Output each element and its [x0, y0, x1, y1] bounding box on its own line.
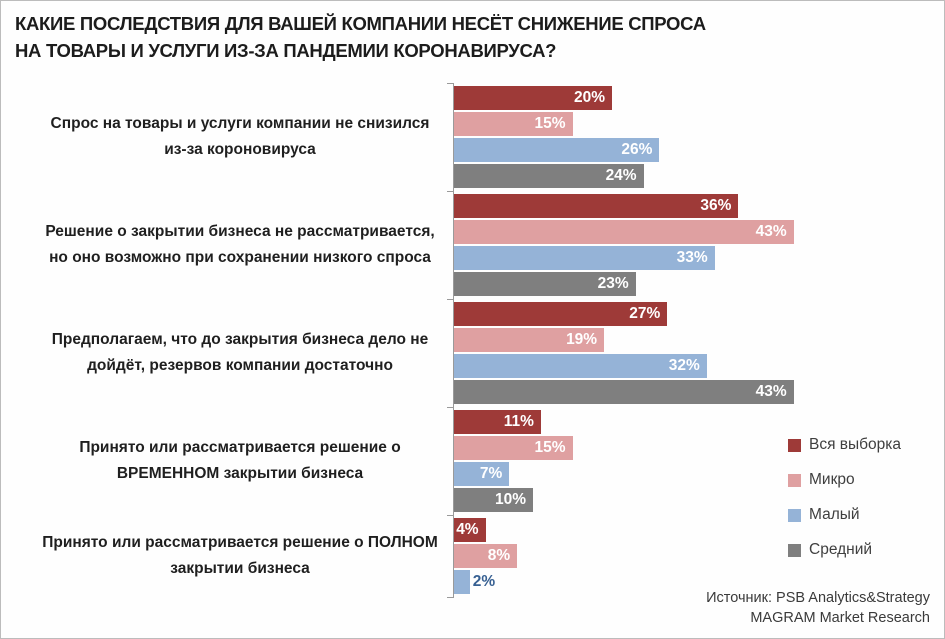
bar-row: 19%: [454, 327, 934, 353]
bar-value-label: 43%: [755, 383, 787, 400]
legend-item: Вся выборка: [788, 437, 901, 453]
bar-row: 15%: [454, 111, 934, 137]
bar-group: 36% 43% 33% 23%: [454, 191, 934, 299]
bar-value-label: 27%: [629, 305, 661, 322]
legend: Вся выборка Микро Малый Средний: [788, 437, 901, 577]
bar-group: 27% 19% 32% 43%: [454, 299, 934, 407]
bar-value-label: 26%: [621, 141, 653, 158]
legend-label: Микро: [809, 471, 855, 488]
bar-row: 33%: [454, 245, 934, 271]
bar-value-label: 24%: [605, 167, 637, 184]
bar-value-label: 15%: [534, 439, 566, 456]
bar-row: 10%: [454, 487, 934, 513]
legend-swatch-icon: [788, 438, 801, 452]
chart-title-line-1: КАКИЕ ПОСЛЕДСТВИЯ ДЛЯ ВАШЕЙ КОМПАНИИ НЕС…: [15, 13, 706, 34]
bar-Вся выборка: 11%: [454, 410, 541, 434]
bar-group: 20% 15% 26% 24%: [454, 83, 934, 191]
bar-Вся выборка: 20%: [454, 86, 612, 110]
bar-row: 20%: [454, 85, 934, 111]
source-line-2: MAGRAM Market Research: [750, 610, 930, 626]
bar-value-label: 23%: [597, 275, 629, 292]
legend-item: Микро: [788, 472, 901, 488]
bar-value-label: 43%: [755, 223, 787, 240]
source-line-1: Источник: PSB Analytics&Strategy: [706, 590, 930, 606]
bar-row: 23%: [454, 271, 934, 297]
bar-Вся выборка: 27%: [454, 302, 668, 326]
bar-Вся выборка: 36%: [454, 194, 739, 218]
bar-Малый: 33%: [454, 246, 715, 270]
source-note: Источник: PSB Analytics&Strategy MAGRAM …: [706, 588, 930, 628]
bar-value-label: 8%: [487, 547, 511, 564]
bar-row: 2%: [454, 569, 934, 595]
category-label: Предполагаем, что до закрытия бизнеса де…: [51, 331, 429, 374]
bar-Средний: 23%: [454, 272, 636, 296]
bar-value-label: 32%: [668, 357, 700, 374]
bar-Малый: 26%: [454, 138, 660, 162]
category-label: Принято или рассматривается решение о ВР…: [79, 439, 401, 482]
bar-Микро: 43%: [454, 220, 794, 244]
category-label: Решение о закрытии бизнеса не рассматрив…: [45, 223, 435, 266]
legend-label: Вся выборка: [809, 436, 902, 453]
bar-value-label: 11%: [503, 413, 534, 430]
bar-Средний: 10%: [454, 488, 533, 512]
bar-row: 43%: [454, 379, 934, 405]
bar-Микро: 8%: [454, 544, 518, 568]
bar-value-label: 15%: [534, 115, 566, 132]
legend-swatch-icon: [788, 543, 801, 557]
category-label: Принято или рассматривается решение о ПО…: [42, 534, 438, 577]
category-label: Спрос на товары и услуги компании не сни…: [50, 115, 430, 158]
axis-tick: [447, 407, 454, 408]
chart-title: КАКИЕ ПОСЛЕДСТВИЯ ДЛЯ ВАШЕЙ КОМПАНИИ НЕС…: [15, 10, 775, 64]
bar-value-label: 19%: [566, 331, 598, 348]
bar-Малый: [454, 570, 470, 594]
bar-value-label: 36%: [700, 197, 732, 214]
bar-value-label: 33%: [676, 249, 708, 266]
bar-row: 36%: [454, 193, 934, 219]
legend-swatch-icon: [788, 473, 801, 487]
legend-item: Средний: [788, 542, 901, 558]
bar-value-label: 10%: [494, 491, 526, 508]
bar-Вся выборка: 4%: [454, 518, 486, 542]
bar-Микро: 19%: [454, 328, 605, 352]
bar-row: 43%: [454, 219, 934, 245]
axis-tick: [447, 597, 454, 598]
bar-value-label: 4%: [456, 521, 479, 538]
bar-value-label: 2%: [472, 573, 496, 590]
bar-row: 11%: [454, 409, 934, 435]
axis-tick: [447, 299, 454, 300]
axis-tick: [447, 83, 454, 84]
bar-row: 4%: [454, 517, 934, 543]
bar-row: 8%: [454, 543, 934, 569]
bar-group: 4% 8% 2%: [454, 515, 934, 597]
bar-Малый: 7%: [454, 462, 510, 486]
axis-tick: [447, 191, 454, 192]
axis-tick: [447, 515, 454, 516]
bar-row: 24%: [454, 163, 934, 189]
category-labels-column: Спрос на товары и услуги компании не сни…: [1, 83, 453, 597]
bar-Средний: 24%: [454, 164, 644, 188]
legend-swatch-icon: [788, 508, 801, 522]
bar-row: 26%: [454, 137, 934, 163]
legend-label: Средний: [809, 541, 873, 558]
bar-row: 27%: [454, 301, 934, 327]
bar-group: 11% 15% 7% 10%: [454, 407, 934, 515]
bar-row: 32%: [454, 353, 934, 379]
bar-Средний: 43%: [454, 380, 794, 404]
bar-Микро: 15%: [454, 112, 573, 136]
plot-area: 20% 15% 26% 24% 36% 43% 33% 23% 27% 19% 32% 43% 11% 1…: [447, 83, 934, 598]
bar-Малый: 32%: [454, 354, 707, 378]
legend-label: Малый: [809, 506, 860, 523]
bar-row: 7%: [454, 461, 934, 487]
bar-Микро: 15%: [454, 436, 573, 460]
chart-title-line-2: НА ТОВАРЫ И УСЛУГИ ИЗ-ЗА ПАНДЕМИИ КОРОНА…: [15, 40, 557, 61]
bar-row: 15%: [454, 435, 934, 461]
bar-value-label: 20%: [573, 89, 605, 106]
bar-value-label: 7%: [479, 465, 503, 482]
bar-chart: Спрос на товары и услуги компании не сни…: [1, 83, 934, 598]
legend-item: Малый: [788, 507, 901, 523]
